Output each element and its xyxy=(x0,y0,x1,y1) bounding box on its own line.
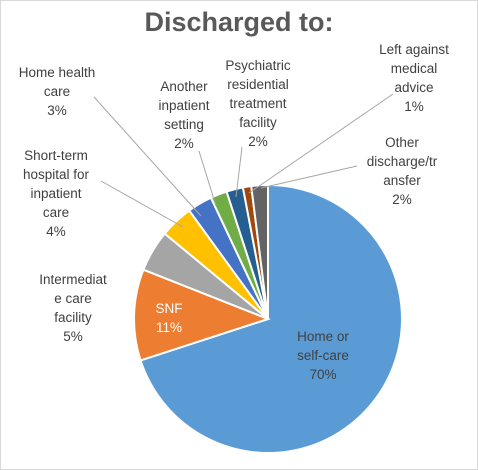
leader-line-8 xyxy=(248,93,394,194)
data-label-5: Home health care 3% xyxy=(19,65,96,118)
data-label-6: Another inpatient setting 2% xyxy=(158,79,209,151)
pie-slice-2 xyxy=(133,268,271,362)
pie-slice-1 xyxy=(139,183,403,454)
data-label-4: Short-term hospital for inpatient care 4% xyxy=(23,148,90,239)
leader-line-7 xyxy=(235,146,243,198)
data-label-3: Intermediat e care facility 5% xyxy=(39,272,107,344)
leader-line-4 xyxy=(100,180,184,228)
data-label-1: Home or self-care 70% xyxy=(297,329,349,382)
leader-line-5 xyxy=(93,96,202,217)
data-label-2: SNF 11% xyxy=(156,301,183,335)
leader-line-6 xyxy=(198,150,217,207)
data-label-8: Left against medical advice 1% xyxy=(379,42,449,114)
data-label-9: Other discharge/tr ansfer 2% xyxy=(367,135,438,207)
data-label-7: Psychiatric residential treatment facility 2… xyxy=(225,58,291,149)
chart-title: Discharged to: xyxy=(144,7,334,37)
leader-line-9 xyxy=(260,165,358,189)
